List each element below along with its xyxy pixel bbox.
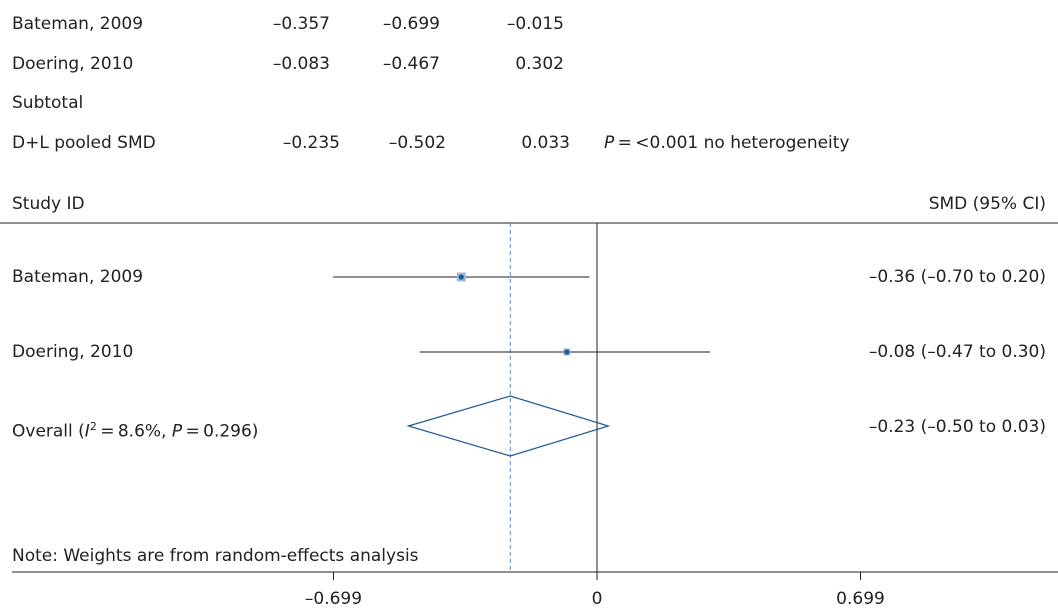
table-cell-smd: –0.083: [272, 54, 330, 74]
x-axis-ticks: –0.699 0 0.699: [305, 572, 885, 609]
pooled-p-value: P = <0.001 no heterogeneity: [604, 133, 850, 153]
study-ci-text: –0.08 (–0.47 to 0.30): [868, 342, 1046, 362]
overall-p-italic: P: [171, 421, 183, 442]
overall-label: Overall (I2 = 8.6%, P = 0.296): [12, 417, 258, 442]
overall-ci-text: –0.23 (–0.50 to 0.03): [868, 417, 1046, 437]
pooled-smd: –0.235: [282, 133, 340, 153]
study-point-estimate: [458, 274, 464, 280]
x-axis-tick-label: –0.699: [305, 589, 362, 609]
table-row-label: Bateman, 2009: [12, 14, 144, 34]
study-ci-text: –0.36 (–0.70 to 0.20): [868, 267, 1046, 287]
overall-mid: = 8.6%,: [96, 421, 172, 442]
table-cell-upper: 0.302: [515, 54, 564, 74]
table-cell-lower: –0.467: [382, 54, 440, 74]
study-point-estimate: [564, 349, 570, 355]
table-cell-lower: –0.699: [382, 14, 440, 34]
table-cell-smd: –0.357: [272, 14, 330, 34]
x-axis-tick-label: 0: [592, 589, 603, 609]
pooled-lower: –0.502: [388, 133, 446, 153]
study-label: Bateman, 2009: [12, 267, 144, 287]
p-italic: P: [604, 133, 615, 153]
overall-pre: Overall (: [12, 421, 85, 442]
overall-diamond: [406, 395, 611, 457]
pooled-upper: 0.033: [521, 133, 570, 153]
table-cell-upper: –0.015: [506, 14, 564, 34]
i-squared-sup: 2: [89, 420, 97, 433]
subtotal-label: Subtotal: [12, 93, 84, 113]
overall-post: = 0.296): [182, 421, 259, 442]
weights-note: Note: Weights are from random-effects an…: [12, 546, 419, 566]
pooled-label: D+L pooled SMD: [12, 133, 156, 153]
smd-ci-header: SMD (95% CI): [928, 194, 1046, 214]
p-text: = <0.001 no heterogeneity: [614, 133, 850, 153]
x-axis-tick-label: 0.699: [836, 589, 885, 609]
table-row-label: Doering, 2010: [12, 54, 134, 74]
study-label: Doering, 2010: [12, 342, 134, 362]
study-id-header: Study ID: [12, 194, 85, 214]
i-squared-symbol: I: [84, 421, 90, 442]
